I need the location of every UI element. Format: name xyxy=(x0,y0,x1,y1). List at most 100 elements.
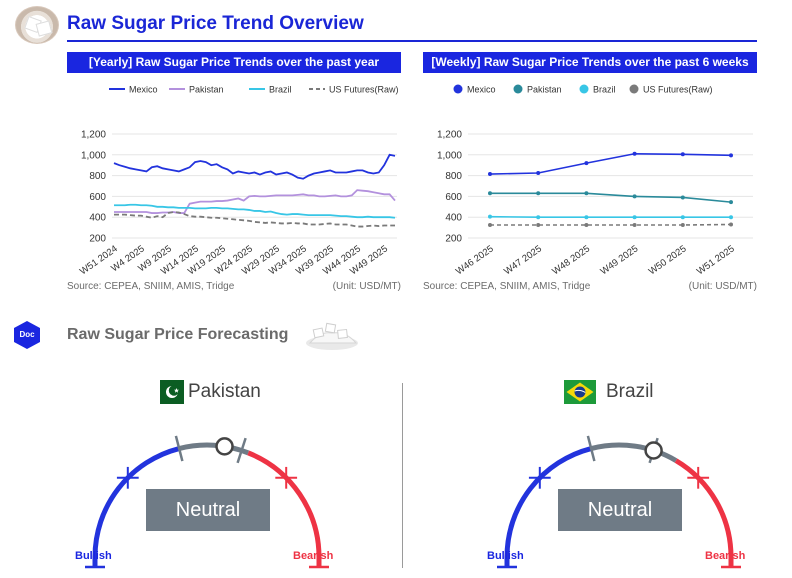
y-tick-label: 800 xyxy=(445,171,462,182)
brazil-flag-icon xyxy=(564,380,596,404)
y-tick-label: 1,200 xyxy=(81,130,106,141)
data-point-pakistan xyxy=(680,195,685,200)
data-point-mexico xyxy=(632,151,637,156)
data-point-us-futures-raw xyxy=(729,222,733,227)
legend-label-mexico: Mexico xyxy=(467,85,496,95)
y-tick-label: 800 xyxy=(89,171,106,182)
weekly-chart-heading: [Weekly] Raw Sugar Price Trends over the… xyxy=(423,52,757,73)
legend-label-brazil: Brazil xyxy=(593,85,616,95)
data-point-us-futures-raw xyxy=(584,223,589,227)
yearly-chart-heading: [Yearly] Raw Sugar Price Trends over the… xyxy=(67,52,401,73)
legend-marker-pakistan xyxy=(513,84,523,94)
legend-label-us-futures-raw: US Futures(Raw) xyxy=(329,85,399,95)
x-tick-label: W50 2025 xyxy=(647,243,689,277)
pakistan-country-label: Pakistan xyxy=(188,381,261,402)
title-underline xyxy=(67,40,757,42)
brazil-status-badge: Neutral xyxy=(558,489,682,531)
legend-label-us-futures-raw: US Futures(Raw) xyxy=(643,85,713,95)
x-tick-label: W46 2025 xyxy=(454,243,496,277)
weekly-source: Source: CEPEA, SNIIM, AMIS, Tridge xyxy=(423,281,591,292)
data-point-pakistan xyxy=(632,194,637,199)
gauge-bearish-segment xyxy=(247,450,322,558)
series-line-mexico xyxy=(489,152,732,175)
pakistan-bearish-label: Bearish xyxy=(293,550,334,562)
gauge-neutral-segment xyxy=(590,442,678,463)
series-line-pakistan xyxy=(114,189,396,214)
series-line-pakistan xyxy=(490,192,732,203)
gauge-divider xyxy=(402,383,403,568)
pakistan-status-badge: Neutral xyxy=(146,489,270,531)
gauge-bearish-segment xyxy=(674,458,734,558)
gauge-neutral-tick xyxy=(586,435,596,462)
x-tick-label: W49 2025 xyxy=(599,243,641,277)
y-tick-label: 400 xyxy=(445,213,462,224)
data-point-pakistan xyxy=(729,200,733,205)
data-point-pakistan xyxy=(536,191,541,196)
legend-marker-mexico xyxy=(453,84,463,94)
data-point-mexico xyxy=(488,172,492,177)
page-title: Raw Sugar Price Trend Overview xyxy=(67,13,364,34)
legend-label-mexico: Mexico xyxy=(129,85,158,95)
gauge-indicator xyxy=(215,437,234,456)
legend-marker-brazil xyxy=(579,84,589,94)
y-tick-label: 1,000 xyxy=(437,150,462,161)
gauge-neutral-tick xyxy=(174,435,184,462)
gauge-indicator xyxy=(644,441,663,460)
series-line-mexico xyxy=(113,153,396,180)
data-point-pakistan xyxy=(488,191,492,196)
data-point-brazil xyxy=(680,215,685,220)
data-point-us-futures-raw xyxy=(632,223,637,227)
sugar-pile-icon xyxy=(306,322,358,350)
y-tick-label: 600 xyxy=(89,192,106,203)
series-line-brazil xyxy=(489,215,731,218)
x-tick-label: W51 2025 xyxy=(695,243,737,277)
y-tick-label: 200 xyxy=(445,234,462,245)
yearly-chart-panel: [Yearly] Raw Sugar Price Trends over the… xyxy=(67,52,401,297)
data-point-brazil xyxy=(536,215,541,220)
brazil-bullish-label: Bullish xyxy=(487,550,524,562)
yearly-unit: (Unit: USD/MT) xyxy=(332,281,401,292)
gauge-neutral-segment xyxy=(178,442,250,456)
forecast-title: Raw Sugar Price Forecasting xyxy=(67,326,289,343)
brazil-bearish-label: Bearish xyxy=(705,550,746,562)
data-point-brazil xyxy=(632,215,637,220)
data-point-us-futures-raw xyxy=(536,223,541,227)
weekly-chart-panel: [Weekly] Raw Sugar Price Trends over the… xyxy=(423,52,757,297)
data-point-brazil xyxy=(488,214,492,219)
gauge-neutral-tick xyxy=(236,437,247,464)
x-tick-label: W48 2025 xyxy=(550,243,592,277)
data-point-us-futures-raw xyxy=(680,223,685,227)
legend-marker-us-futures-raw xyxy=(629,84,639,94)
brazil-gauge-dial xyxy=(497,435,741,569)
forecast-section-header: Doc Raw Sugar Price Forecasting xyxy=(0,316,792,356)
series-line-us-futures-raw xyxy=(114,211,395,228)
brazil-country-label: Brazil xyxy=(606,381,654,402)
sugar-cubes-logo-icon xyxy=(15,6,59,44)
data-point-pakistan xyxy=(584,191,589,196)
series-line-us-futures-raw xyxy=(490,223,732,226)
series-line-brazil xyxy=(114,203,396,219)
legend-label-pakistan: Pakistan xyxy=(189,85,224,95)
pakistan-flag-icon xyxy=(152,380,184,404)
gauge-pakistan: Pakistan Neutral Bullish Bearish xyxy=(72,372,402,578)
page-header: Raw Sugar Price Trend Overview xyxy=(0,0,792,44)
y-tick-label: 200 xyxy=(89,234,106,245)
data-point-mexico xyxy=(536,171,541,175)
gauge-brazil: Brazil Neutral Bullish Bearish xyxy=(484,372,792,578)
y-tick-label: 600 xyxy=(445,192,462,203)
data-point-us-futures-raw xyxy=(488,223,492,227)
x-tick-label: W47 2025 xyxy=(502,243,544,277)
pakistan-bullish-label: Bullish xyxy=(75,550,112,562)
gauge-bullish-segment xyxy=(92,446,180,558)
y-tick-label: 1,200 xyxy=(437,130,462,141)
data-point-brazil xyxy=(584,215,589,220)
y-tick-label: 400 xyxy=(89,213,106,224)
data-point-mexico xyxy=(729,153,733,158)
legend-label-brazil: Brazil xyxy=(269,85,292,95)
y-tick-label: 1,000 xyxy=(81,150,106,161)
yearly-source: Source: CEPEA, SNIIM, AMIS, Tridge xyxy=(67,281,235,292)
data-point-mexico xyxy=(680,152,685,157)
legend-label-pakistan: Pakistan xyxy=(527,85,562,95)
